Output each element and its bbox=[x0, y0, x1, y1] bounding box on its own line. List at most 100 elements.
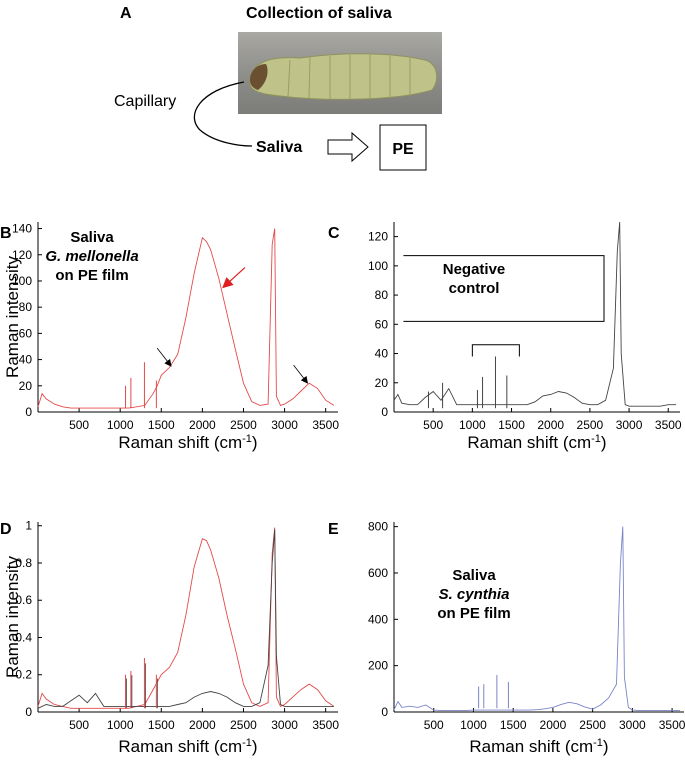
y-tick-label: 0 bbox=[25, 705, 32, 719]
x-tick-label: 3500 bbox=[655, 418, 682, 432]
y-tick-label: 600 bbox=[368, 566, 388, 580]
panel-b-letter: B bbox=[0, 225, 12, 242]
x-tick-label: 1500 bbox=[148, 418, 175, 432]
y-tick-label: 120 bbox=[12, 248, 32, 262]
black-arrow-icon bbox=[293, 364, 309, 384]
series-line bbox=[393, 526, 680, 712]
panel-e-letter: E bbox=[328, 521, 339, 538]
x-axis-label: Raman shift (cm-1) bbox=[118, 737, 257, 756]
y-tick-label: 800 bbox=[368, 520, 388, 534]
pe-box bbox=[379, 124, 427, 171]
x-tick-label: 2500 bbox=[230, 418, 257, 432]
annotation-line: on PE film bbox=[437, 605, 510, 622]
x-tick-label: 1500 bbox=[148, 718, 175, 732]
y-tick-label: 0.6 bbox=[15, 593, 32, 607]
x-axis-label-text: Raman shift (cm bbox=[467, 433, 591, 452]
y-tick-label: 120 bbox=[368, 230, 388, 244]
x-axis-label-text: Raman shift (cm bbox=[118, 737, 242, 756]
x-tick-label: 1500 bbox=[498, 418, 525, 432]
y-tick-label: 0 bbox=[25, 405, 32, 419]
x-tick-label: 2000 bbox=[189, 718, 216, 732]
x-tick-label: 3000 bbox=[271, 418, 298, 432]
black-arrow-icon bbox=[156, 347, 172, 367]
x-axis-label-text: Raman shift (cm bbox=[118, 433, 242, 452]
annotation-line: G. mellonella bbox=[45, 248, 138, 265]
y-tick-label: 60 bbox=[375, 317, 389, 331]
x-tick-label: 500 bbox=[69, 718, 89, 732]
x-tick-label: 1000 bbox=[107, 718, 134, 732]
y-tick-label: 20 bbox=[19, 379, 33, 393]
x-tick-label: 3500 bbox=[659, 718, 685, 732]
x-axis-label-end: ) bbox=[603, 737, 609, 756]
x-axis-label-end: ) bbox=[601, 433, 607, 452]
bracket-vertical bbox=[403, 255, 605, 322]
panel-a: A Collection of saliva Capillary Saliva … bbox=[114, 5, 442, 171]
annotation-line: S. cynthia bbox=[439, 586, 510, 603]
x-axis-label-end: ) bbox=[252, 737, 258, 756]
x-tick-label: 1000 bbox=[107, 418, 134, 432]
y-tick-label: 40 bbox=[19, 353, 33, 367]
y-tick-label: 400 bbox=[368, 612, 388, 626]
x-tick-label: 1000 bbox=[460, 718, 487, 732]
x-tick-label: 2500 bbox=[577, 418, 604, 432]
y-tick-label: 1 bbox=[25, 519, 32, 533]
hollow-arrow-icon bbox=[327, 131, 369, 163]
y-tick-label: 140 bbox=[12, 222, 32, 236]
red-arrow-icon bbox=[222, 267, 246, 289]
x-axis-label: Raman shift (cm-1) bbox=[467, 433, 606, 452]
y-tick-label: 100 bbox=[368, 259, 388, 273]
x-tick-label: 3500 bbox=[312, 418, 339, 432]
y-tick-label: 0 bbox=[381, 705, 388, 719]
series-line bbox=[37, 527, 335, 709]
x-tick-label: 3500 bbox=[312, 718, 339, 732]
y-tick-label: 40 bbox=[375, 347, 389, 361]
panel-a-letter: A bbox=[120, 5, 132, 22]
annotation-line: Negative bbox=[443, 261, 506, 278]
y-tick-label: 60 bbox=[19, 326, 33, 340]
x-axis-label-sup: -1 bbox=[242, 433, 252, 445]
x-tick-label: 2000 bbox=[537, 418, 564, 432]
panel-c-letter: C bbox=[328, 225, 340, 242]
series-line bbox=[37, 228, 335, 409]
x-axis-label-sup: -1 bbox=[242, 737, 252, 749]
panel-e-chart: E 500 1000 1500 2000 2500 3000 3500 0 200 400 600 8… bbox=[328, 520, 685, 756]
y-axis-label: Raman intensity bbox=[3, 556, 22, 678]
x-axis-label-end: ) bbox=[252, 433, 258, 452]
x-tick-label: 2000 bbox=[189, 418, 216, 432]
annotation-line: control bbox=[449, 280, 500, 297]
y-tick-label: 0.8 bbox=[15, 556, 32, 570]
x-tick-label: 500 bbox=[424, 718, 444, 732]
x-tick-label: 3000 bbox=[619, 718, 646, 732]
x-axis-label: Raman shift (cm-1) bbox=[118, 433, 257, 452]
x-axis-label-text: Raman shift (cm bbox=[469, 737, 593, 756]
y-tick-label: 0.2 bbox=[15, 668, 32, 682]
series-line bbox=[37, 529, 334, 709]
x-tick-label: 2500 bbox=[579, 718, 606, 732]
capillary-curve bbox=[193, 81, 253, 147]
capillary-label: Capillary bbox=[114, 93, 176, 110]
series-line bbox=[393, 221, 677, 407]
y-tick-label: 20 bbox=[375, 376, 389, 390]
x-axis-label-sup: -1 bbox=[593, 737, 603, 749]
x-tick-label: 3000 bbox=[271, 718, 298, 732]
annotation-line: Saliva bbox=[452, 567, 496, 584]
x-tick-label: 1000 bbox=[459, 418, 486, 432]
x-tick-label: 2500 bbox=[230, 718, 257, 732]
panel-d-chart: D 500 1000 1500 2000 2500 3000 3500 0 0.2 0.4 0.6 0… bbox=[0, 519, 339, 756]
x-tick-label: 500 bbox=[69, 418, 89, 432]
y-axis-label: Raman intensity bbox=[3, 256, 22, 378]
saliva-label: Saliva bbox=[256, 139, 302, 156]
x-tick-label: 3000 bbox=[616, 418, 643, 432]
y-tick-label: 80 bbox=[375, 288, 389, 302]
panel-a-title: Collection of saliva bbox=[246, 5, 392, 22]
panel-d-letter: D bbox=[0, 521, 12, 538]
x-tick-label: 500 bbox=[423, 418, 443, 432]
panel-b-chart: B 500 1000 1500 2000 2500 3000 3500 0 20 40 60 80 10… bbox=[0, 222, 339, 452]
y-tick-label: 0 bbox=[381, 405, 388, 419]
y-tick-label: 200 bbox=[368, 659, 388, 673]
annotation-line: on PE film bbox=[55, 267, 128, 284]
x-tick-label: 1500 bbox=[500, 718, 527, 732]
bracket-horizontal bbox=[471, 344, 520, 357]
annotation-line: Saliva bbox=[70, 229, 114, 246]
x-axis-label: Raman shift (cm-1) bbox=[469, 737, 608, 756]
